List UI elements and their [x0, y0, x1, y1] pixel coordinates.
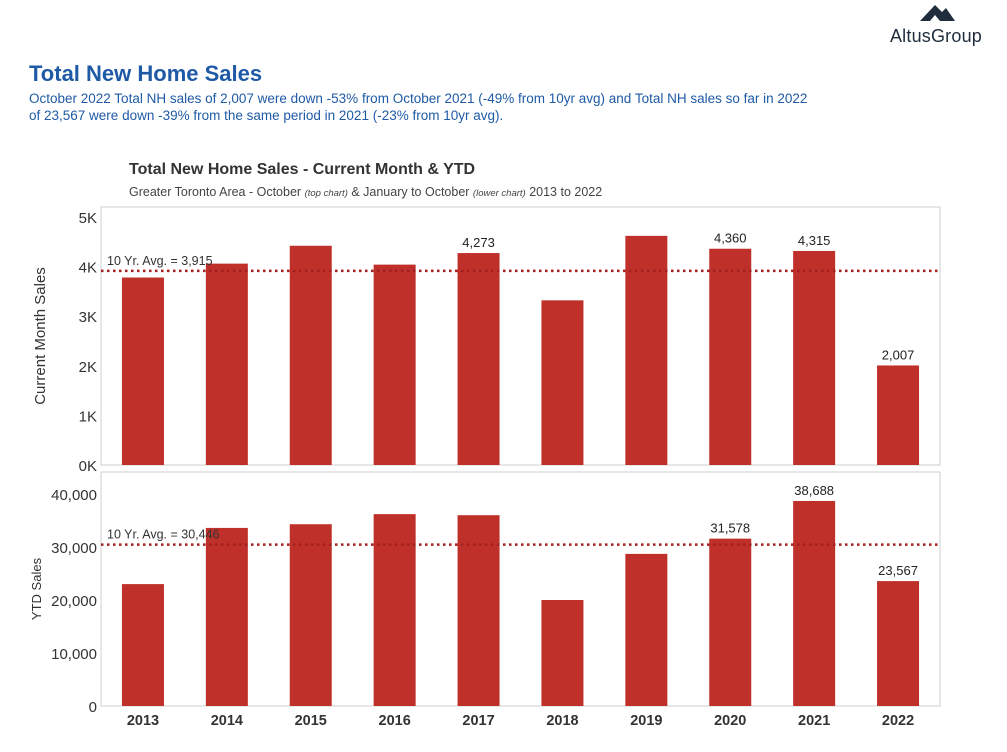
bar-2022 — [877, 365, 920, 465]
y-tick-label: 40,000 — [51, 487, 97, 504]
data-label: 2,007 — [882, 347, 915, 362]
bar-2019 — [625, 553, 668, 706]
bar-2013 — [121, 277, 164, 465]
bar-2018 — [541, 600, 584, 706]
chart-subtitle-post: 2013 to 2022 — [525, 185, 603, 199]
avg-label: 10 Yr. Avg. = 30,446 — [107, 528, 220, 542]
plot-frame-1 — [100, 206, 941, 466]
plot-frame-2 — [100, 471, 941, 707]
data-label: 4,315 — [798, 233, 831, 248]
y-tick-label: 30,000 — [51, 540, 97, 557]
bar-2015 — [289, 245, 332, 465]
x-tick-label: 2017 — [462, 713, 494, 729]
x-tick-label: 2022 — [882, 713, 914, 729]
chart-subtitle-pre: Greater Toronto Area - October — [129, 185, 305, 199]
x-tick-label: 2019 — [630, 713, 662, 729]
avg-label: 10 Yr. Avg. = 3,915 — [107, 254, 213, 268]
data-label: 4,360 — [714, 231, 747, 246]
x-tick-label: 2015 — [295, 713, 327, 729]
x-tick-label: 2013 — [127, 713, 159, 729]
x-tick-label: 2014 — [211, 713, 243, 729]
y-tick-label: 4K — [79, 260, 97, 277]
bar-2020 — [709, 538, 752, 706]
x-tick-label: 2018 — [546, 713, 578, 729]
bar-2022 — [877, 581, 920, 706]
bar-2021 — [793, 500, 836, 706]
y-tick-label: 10,000 — [51, 646, 97, 663]
logo-text: AltusGroup — [889, 26, 983, 46]
data-label: 4,273 — [462, 235, 495, 250]
x-tick-label: 2020 — [714, 713, 746, 729]
bar-2017 — [457, 515, 500, 706]
bar-2013 — [121, 584, 164, 706]
y-tick-label: 1K — [79, 408, 97, 425]
chart-subtitle-mid: & January to October — [347, 185, 473, 199]
bar-2015 — [289, 524, 332, 706]
bar-2021 — [793, 250, 836, 465]
altus-logo: AltusGroup — [876, 0, 996, 50]
y-tick-label: 0K — [79, 458, 97, 475]
y-axis-label: YTD Sales — [29, 557, 44, 620]
bar-2014 — [205, 263, 248, 465]
y-axis-label: Current Month Sales — [32, 267, 49, 405]
bar-2014 — [205, 527, 248, 706]
bar-2016 — [373, 264, 416, 465]
chart-subtitle: Greater Toronto Area - October (top char… — [129, 185, 602, 199]
bar-2018 — [541, 300, 584, 465]
x-tick-label: 2021 — [798, 713, 830, 729]
chart-subtitle-top-note: (top chart) — [304, 188, 348, 199]
bar-2020 — [709, 248, 752, 465]
y-tick-label: 20,000 — [51, 593, 97, 610]
x-tick-label: 2016 — [379, 713, 411, 729]
chart-title: Total New Home Sales - Current Month & Y… — [129, 161, 476, 178]
mountain-logo-icon — [920, 5, 955, 21]
y-tick-label: 2K — [79, 359, 97, 376]
data-label: 38,688 — [794, 483, 834, 498]
chart-subtitle-lower-note: (lower chart) — [472, 188, 526, 199]
data-label: 31,578 — [710, 521, 750, 536]
bar-2016 — [373, 514, 416, 706]
page-subtitle: October 2022 Total NH sales of 2,007 wer… — [29, 91, 808, 123]
page-title: Total New Home Sales — [29, 61, 263, 86]
y-tick-label: 5K — [79, 210, 97, 227]
data-label: 23,567 — [878, 563, 918, 578]
bar-2017 — [457, 253, 500, 465]
y-tick-label: 0 — [89, 699, 97, 716]
y-tick-label: 3K — [79, 309, 97, 326]
bar-2019 — [625, 235, 668, 465]
